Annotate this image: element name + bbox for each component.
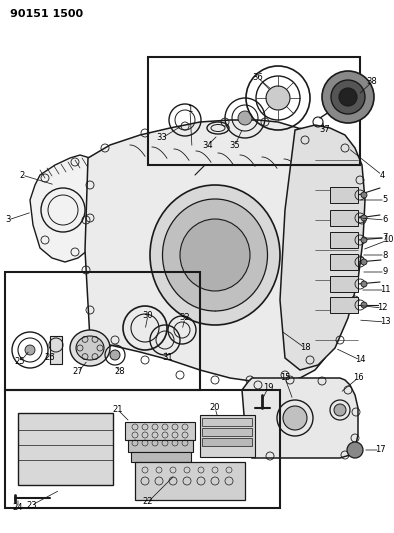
Text: 12: 12 xyxy=(377,303,387,312)
Circle shape xyxy=(266,86,290,110)
Circle shape xyxy=(361,302,367,308)
Bar xyxy=(131,452,191,462)
Circle shape xyxy=(283,406,307,430)
Bar xyxy=(135,462,245,500)
Text: 5: 5 xyxy=(382,196,388,205)
Bar xyxy=(50,336,62,364)
Ellipse shape xyxy=(70,330,110,366)
Text: 34: 34 xyxy=(203,141,213,149)
Ellipse shape xyxy=(150,185,280,325)
Text: 8: 8 xyxy=(382,251,388,260)
Circle shape xyxy=(331,80,365,114)
Text: 15: 15 xyxy=(280,374,290,383)
Polygon shape xyxy=(30,155,98,262)
Text: 26: 26 xyxy=(45,353,55,362)
Text: 35: 35 xyxy=(230,141,240,149)
Text: 20: 20 xyxy=(210,403,220,413)
Text: 13: 13 xyxy=(380,318,390,327)
Circle shape xyxy=(347,442,363,458)
Text: 9: 9 xyxy=(382,268,388,277)
Circle shape xyxy=(334,404,346,416)
Circle shape xyxy=(361,215,367,221)
Polygon shape xyxy=(242,378,358,458)
Circle shape xyxy=(361,192,367,198)
Bar xyxy=(125,422,195,440)
Text: 33: 33 xyxy=(157,133,167,142)
Polygon shape xyxy=(280,125,365,370)
Text: 27: 27 xyxy=(72,367,83,376)
Text: 11: 11 xyxy=(380,286,390,295)
Bar xyxy=(18,413,113,485)
Text: 36: 36 xyxy=(253,74,263,83)
Text: 14: 14 xyxy=(355,356,365,365)
Text: 19: 19 xyxy=(263,384,273,392)
Text: 25: 25 xyxy=(15,358,25,367)
Bar xyxy=(330,187,358,203)
Ellipse shape xyxy=(162,199,268,311)
Bar xyxy=(330,210,358,226)
Text: 18: 18 xyxy=(300,343,310,352)
Text: 32: 32 xyxy=(180,313,190,322)
Text: 22: 22 xyxy=(143,497,153,506)
Text: 6: 6 xyxy=(382,215,388,224)
Text: 28: 28 xyxy=(115,367,125,376)
Bar xyxy=(330,276,358,292)
Text: 38: 38 xyxy=(367,77,377,86)
Text: 17: 17 xyxy=(375,446,385,455)
Bar xyxy=(202,428,252,436)
Circle shape xyxy=(238,111,252,125)
Circle shape xyxy=(322,71,374,123)
Ellipse shape xyxy=(76,336,104,360)
Circle shape xyxy=(339,88,357,106)
Bar xyxy=(330,254,358,270)
Text: 31: 31 xyxy=(163,353,173,362)
Bar xyxy=(5,272,200,390)
Text: 30: 30 xyxy=(143,311,153,319)
Text: 4: 4 xyxy=(379,171,385,180)
Text: 7: 7 xyxy=(382,233,388,243)
Bar xyxy=(5,390,280,508)
Text: 37: 37 xyxy=(320,125,331,134)
Circle shape xyxy=(361,259,367,265)
Bar xyxy=(330,232,358,248)
Text: 24: 24 xyxy=(13,504,23,513)
Circle shape xyxy=(361,237,367,243)
Text: 2: 2 xyxy=(19,171,24,180)
Text: 16: 16 xyxy=(353,374,363,383)
Text: 3: 3 xyxy=(5,215,11,224)
Bar xyxy=(148,57,360,165)
Text: 21: 21 xyxy=(113,406,123,415)
Polygon shape xyxy=(85,120,330,382)
Bar xyxy=(330,297,358,313)
Text: 1: 1 xyxy=(188,106,193,115)
Ellipse shape xyxy=(180,219,250,291)
Bar xyxy=(202,438,252,446)
Circle shape xyxy=(361,281,367,287)
Text: 90151 1500: 90151 1500 xyxy=(10,9,84,19)
Text: 23: 23 xyxy=(27,500,37,510)
Circle shape xyxy=(110,350,120,360)
Text: 10: 10 xyxy=(383,236,393,245)
Bar xyxy=(128,440,193,452)
Bar xyxy=(202,418,252,426)
Circle shape xyxy=(25,345,35,355)
Bar xyxy=(200,415,255,457)
